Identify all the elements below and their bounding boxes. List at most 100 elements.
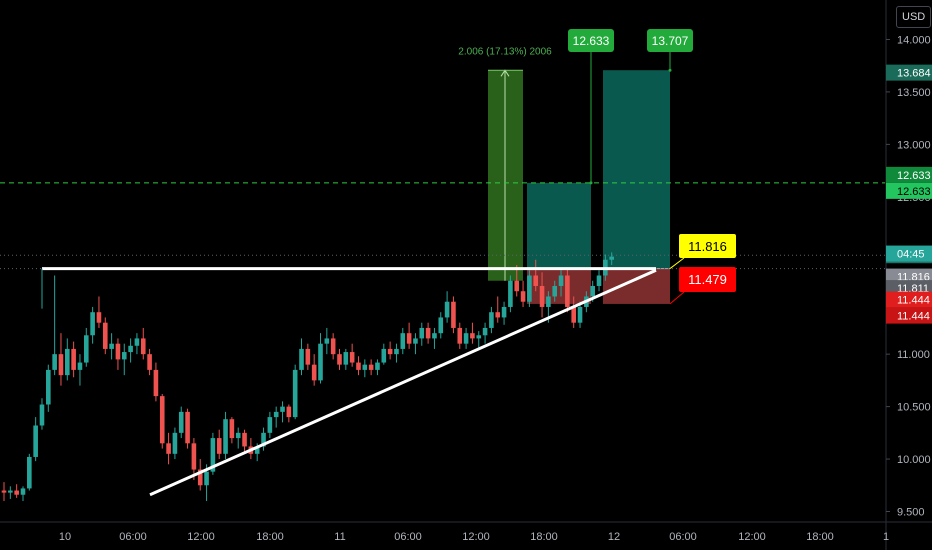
price-axis-label-bg (886, 166, 932, 183)
candle-body (337, 354, 342, 365)
x-tick-label: 12:00 (462, 531, 490, 543)
candle-body (489, 312, 494, 328)
candle-body (83, 335, 89, 363)
candle-body (286, 406, 292, 418)
price-axis-label: 12.633 (897, 170, 931, 182)
candle-body (204, 471, 209, 486)
entry-callout-text: 11.816 (688, 239, 727, 254)
x-tick-label: 18:00 (806, 531, 834, 543)
candle-body (381, 348, 387, 363)
candle-body (242, 432, 247, 447)
x-tick-label: 12:00 (187, 531, 215, 543)
candle-body (470, 333, 475, 339)
target2-callout (647, 29, 693, 52)
candle-body (596, 275, 602, 286)
x-tick-label: 18:00 (256, 531, 284, 543)
candle-body (558, 275, 564, 286)
candle-body (121, 352, 127, 360)
candle-body (20, 488, 26, 495)
candle-body (71, 348, 76, 370)
candle-body (299, 348, 304, 370)
candle-body (463, 333, 469, 344)
candle-body (425, 327, 431, 339)
candle-body (577, 306, 583, 323)
candle-body (495, 312, 501, 318)
x-tick-label: 12:00 (738, 531, 766, 543)
y-tick-label: 10.000 (897, 454, 931, 466)
candle-body (349, 352, 355, 363)
candle-body (128, 345, 133, 353)
entry-leader (669, 257, 685, 269)
candle-body (571, 306, 576, 323)
candle-body (210, 438, 216, 472)
candle-body (58, 354, 64, 376)
candle-body (305, 348, 311, 365)
candle-body (609, 256, 614, 260)
candle-body (109, 343, 114, 349)
candle-body (77, 362, 83, 370)
x-tick-label: 18:00 (530, 531, 558, 543)
y-tick-label: 14.000 (897, 34, 931, 46)
x-tick-label: 06:00 (119, 531, 147, 543)
candle-body (356, 362, 361, 370)
candle-body (406, 333, 412, 344)
candle-body (14, 490, 19, 495)
candle-body (223, 419, 228, 454)
candle-body (96, 312, 102, 323)
candle-body (330, 338, 336, 355)
candle-body (159, 396, 165, 444)
y-tick-label: 11.000 (897, 349, 930, 361)
x-tick-label: 06:00 (669, 531, 697, 543)
measure-label: 2.006 (17.13%) 2006 (458, 46, 552, 57)
price-axis-label-bg (886, 291, 932, 308)
candle-body (343, 352, 349, 365)
x-tick-label: 1 (883, 531, 889, 543)
support-trendline (149, 268, 657, 497)
candle-body (520, 291, 526, 302)
candle-body (27, 456, 32, 489)
target1-callout (568, 29, 614, 52)
candle-body (292, 369, 298, 418)
candle-body (482, 327, 488, 336)
candle-body (147, 354, 152, 370)
candle-body (324, 338, 330, 344)
candle-body (311, 364, 317, 381)
x-tick-label: 11 (334, 531, 345, 543)
candle-body (552, 285, 558, 297)
candle-body (267, 417, 273, 433)
y-tick-label: 13.500 (897, 87, 931, 99)
candle-body (229, 419, 235, 439)
x-tick-label: 06:00 (394, 531, 422, 543)
candle-body (444, 301, 450, 318)
target2-dot (668, 68, 672, 72)
candle-body (273, 411, 279, 418)
candle-body (362, 364, 368, 370)
candle-body (451, 301, 456, 328)
candle-body (33, 425, 38, 457)
candle-body (90, 312, 95, 336)
candle-body (527, 275, 532, 302)
candle-body (280, 406, 285, 412)
candle-body (318, 343, 323, 381)
candle-body (166, 443, 171, 454)
price-axis-label-bg (886, 307, 932, 324)
candle-body (115, 343, 121, 360)
candle-body (394, 348, 399, 355)
price-axis-label-bg (886, 182, 932, 199)
candle-body (52, 354, 57, 370)
candle-body (476, 335, 482, 339)
candle-body (539, 285, 545, 307)
currency-label: USD (902, 11, 926, 23)
candle-body (514, 280, 520, 292)
currency-button[interactable]: USD (896, 6, 932, 28)
candle-body (65, 348, 70, 376)
candle-body (140, 338, 146, 355)
target1-loss-zone (527, 268, 591, 304)
candle-body (590, 285, 595, 297)
entry-callout (679, 234, 736, 258)
candle-body (438, 317, 444, 334)
candle-body (400, 333, 406, 349)
candle-body (419, 327, 425, 339)
